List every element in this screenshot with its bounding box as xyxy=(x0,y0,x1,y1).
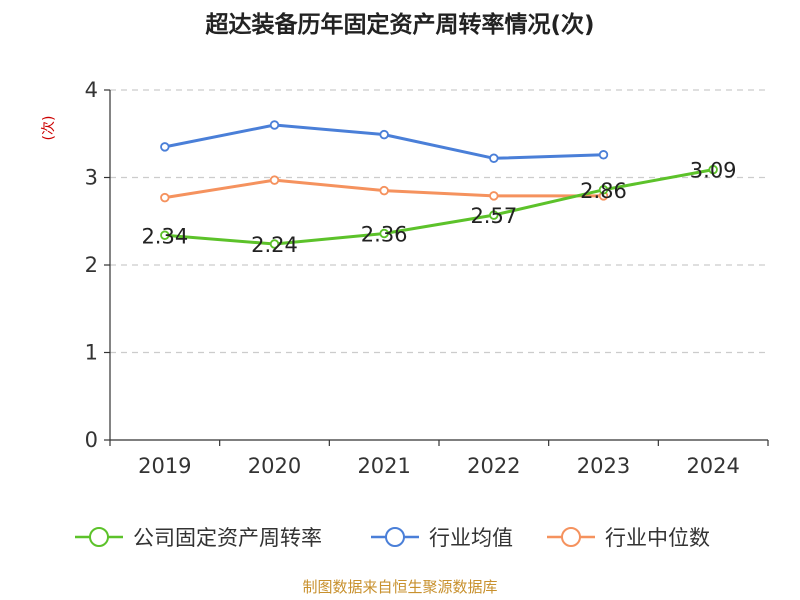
data-label: 2.57 xyxy=(470,204,517,228)
data-labels: 2.34 2.24 2.36 2.57 2.86 3.09 xyxy=(141,159,736,257)
data-point xyxy=(379,129,389,140)
y-tick-label: 1 xyxy=(85,341,98,365)
x-tick-label: 2020 xyxy=(248,454,301,478)
x-tick-labels: 2019 2020 2021 2022 2023 2024 xyxy=(138,454,740,478)
data-point xyxy=(379,228,389,239)
legend-item: 公司固定资产周转率 xyxy=(75,526,322,550)
legend: 公司固定资产周转率 行业均值 行业中位数 xyxy=(75,526,710,550)
x-tick-label: 2022 xyxy=(467,454,520,478)
legend-item: 行业中位数 xyxy=(547,526,710,550)
data-point xyxy=(379,185,389,196)
source-note: 制图数据来自恒生聚源数据库 xyxy=(302,578,497,596)
legend-label: 行业中位数 xyxy=(605,526,710,550)
y-tick-label: 3 xyxy=(85,166,98,190)
y-tick-label: 0 xyxy=(85,428,98,452)
legend-marker xyxy=(385,527,405,547)
y-tick-labels: 0 1 2 3 4 xyxy=(85,78,98,452)
data-point xyxy=(489,210,499,220)
chart-title: 超达装备历年固定资产周转率情况(次) xyxy=(205,11,594,38)
axes xyxy=(104,89,769,446)
data-point xyxy=(489,191,499,201)
data-point xyxy=(708,164,718,175)
legend-marker xyxy=(561,527,581,547)
data-label: 2.86 xyxy=(580,179,627,203)
data-point xyxy=(160,230,170,240)
gridlines xyxy=(110,89,768,354)
legend-item: 行业均值 xyxy=(371,526,513,550)
x-tick-label: 2024 xyxy=(686,454,739,478)
series-line xyxy=(164,168,714,246)
x-tick-label: 2019 xyxy=(138,454,191,478)
data-point xyxy=(269,239,280,249)
y-tick-label: 2 xyxy=(85,253,98,277)
legend-label: 行业均值 xyxy=(429,526,513,550)
y-tick-label: 4 xyxy=(85,78,98,102)
data-point xyxy=(598,185,609,195)
data-point xyxy=(489,153,499,163)
legend-marker xyxy=(89,527,109,547)
x-tick-label: 2021 xyxy=(357,454,410,478)
legend-label: 公司固定资产周转率 xyxy=(133,526,322,550)
data-point xyxy=(598,150,609,160)
series-lines xyxy=(160,120,718,249)
data-point xyxy=(160,192,170,203)
data-label: 3.09 xyxy=(690,159,737,183)
data-point xyxy=(269,175,280,185)
y-axis-label: (次) xyxy=(41,116,57,141)
data-point xyxy=(160,142,170,152)
data-label: 2.24 xyxy=(251,233,298,257)
data-label: 2.34 xyxy=(141,224,188,248)
data-label: 2.36 xyxy=(361,223,408,247)
x-tick-label: 2023 xyxy=(577,454,630,478)
data-point xyxy=(269,120,280,130)
